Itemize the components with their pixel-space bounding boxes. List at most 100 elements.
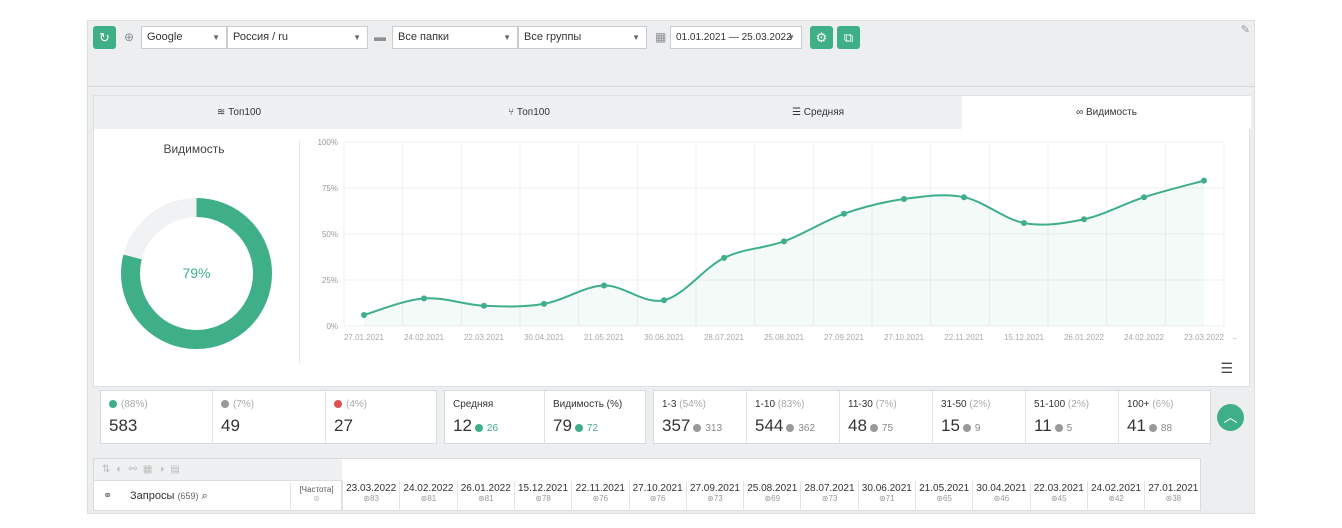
- date-column-header[interactable]: 25.08.2021 ⊛69: [743, 481, 800, 511]
- search-engine-select[interactable]: Google ▼: [141, 26, 227, 49]
- x-tick-label: 27.10.2021: [884, 333, 925, 342]
- column-visibility: ⊛83: [343, 494, 399, 503]
- y-tick-label: 0%: [326, 322, 338, 331]
- range-label: 51-100: [1034, 399, 1066, 410]
- globe-icon: ⊛: [879, 494, 886, 503]
- date-column-header[interactable]: 22.11.2021 ⊛76: [571, 481, 628, 511]
- stat-value: 79: [553, 416, 572, 435]
- calendar-icon: ▦: [655, 30, 667, 44]
- column-date: 24.02.2021: [1091, 483, 1142, 494]
- pin-icon[interactable]: ✎: [1240, 24, 1250, 36]
- x-tick-label: 27.09.2021: [824, 333, 865, 342]
- tab-label: Видимость: [1086, 107, 1137, 118]
- date-column-header[interactable]: 27.01.2021 ⊛38: [1144, 481, 1201, 511]
- column-visibility: ⊛45: [1031, 494, 1087, 503]
- tab-average[interactable]: ☰ Средняя: [674, 96, 962, 129]
- share-icon: ⑂: [508, 107, 517, 118]
- refresh-icon: ↻: [99, 30, 110, 45]
- date-column-header[interactable]: 26.01.2022 ⊛81: [456, 481, 514, 511]
- date-column-header[interactable]: 24.02.2021 ⊛42: [1086, 481, 1144, 511]
- date-column-header[interactable]: 15.12.2021 ⊛78: [513, 481, 571, 511]
- chevron-down-icon: ▼: [353, 33, 361, 42]
- link-icon[interactable]: ⚭: [103, 490, 113, 502]
- column-visibility-value: 46: [1000, 494, 1010, 503]
- contrast-icon[interactable]: ◑: [158, 464, 171, 475]
- visibility-donut: 79%: [121, 198, 272, 349]
- stat-range: 31-50 (2%) 15 9: [933, 391, 1026, 443]
- stat-delta: 72: [586, 423, 599, 434]
- stat-range: 100+ (6%) 41 88: [1119, 391, 1210, 443]
- arrow-up-icon: [962, 424, 971, 432]
- divider: [299, 140, 300, 364]
- column-visibility: ⊛42: [1088, 494, 1144, 503]
- column-visibility: ⊛76: [630, 494, 686, 503]
- date-column-header[interactable]: 30.06.2021 ⊛71: [857, 481, 915, 511]
- data-point: [541, 300, 547, 307]
- region-select[interactable]: Россия / ru ▼: [227, 26, 368, 49]
- stat-visibility: Видимость (%) 79 72: [545, 391, 645, 443]
- date-column-header[interactable]: 22.03.2021 ⊛45: [1029, 481, 1087, 511]
- tab-top100-dynamics[interactable]: ⑂ Топ100: [384, 96, 674, 129]
- search-icon[interactable]: ⌕: [201, 490, 208, 502]
- date-column-header[interactable]: 30.04.2021 ⊛46: [972, 481, 1029, 511]
- chevron-down-icon: ▼: [212, 33, 220, 42]
- column-date: 22.11.2021: [575, 483, 625, 494]
- series-area: [364, 180, 1204, 326]
- frequency-header[interactable]: [Частота] ⊛: [290, 483, 342, 511]
- queries-header[interactable]: Запросы (659) ⌕: [130, 490, 208, 503]
- arrow-up-icon: [1148, 424, 1157, 432]
- tab-top100[interactable]: ≋ Топ100: [94, 96, 384, 129]
- link-icon[interactable]: ⚯: [128, 464, 143, 475]
- data-point: [361, 311, 367, 318]
- date-column-header[interactable]: 27.10.2021 ⊛76: [628, 481, 686, 511]
- refresh-button[interactable]: ↻: [93, 26, 116, 49]
- chart-icon[interactable]: ▤: [170, 464, 186, 475]
- column-visibility: ⊛46: [973, 494, 1029, 503]
- date-range-select[interactable]: 01.01.2021 — 25.03.2022 ▼: [670, 26, 802, 49]
- date-column-header[interactable]: 21.05.2021 ⊛65: [915, 481, 972, 511]
- stat-range: 1-3 (54%) 357 313: [654, 391, 747, 443]
- scroll-up-button[interactable]: ︿: [1217, 404, 1244, 431]
- settings-button[interactable]: ⚙: [810, 26, 833, 49]
- y-tick-label: 25%: [322, 276, 338, 285]
- range-pct: (83%): [777, 399, 805, 410]
- tab-visibility[interactable]: ∞ Видимость: [962, 96, 1251, 129]
- range-value: 544: [755, 416, 784, 435]
- date-column-header[interactable]: 27.09.2021 ⊛73: [685, 481, 743, 511]
- grid-icon[interactable]: ▦: [142, 464, 159, 475]
- data-point: [1201, 177, 1207, 184]
- range-pct: (2%): [1067, 399, 1090, 410]
- arrow-up-icon: [109, 400, 117, 408]
- x-tick-label: 22.11.2021: [944, 333, 984, 342]
- range-value: 357: [662, 416, 691, 435]
- toggle-icon[interactable]: ◐: [116, 464, 129, 475]
- date-column-header[interactable]: 23.03.2022 ⊛83: [342, 481, 399, 511]
- column-date: 21.05.2021: [919, 483, 970, 494]
- date-column-header[interactable]: 24.02.2022 ⊛81: [399, 481, 456, 511]
- tab-label: Средняя: [803, 107, 845, 118]
- column-date: 15.12.2021: [518, 483, 569, 494]
- column-date: 26.01.2022: [460, 483, 511, 494]
- column-date: 23.03.2022: [346, 483, 397, 494]
- folders-select[interactable]: Все папки ▼: [392, 26, 518, 49]
- chevron-down-icon: ▼: [632, 33, 640, 42]
- range-value: 41: [1127, 416, 1146, 435]
- range-label: 11-30: [848, 399, 873, 410]
- groups-select[interactable]: Все группы ▼: [518, 26, 647, 49]
- data-point: [781, 238, 787, 245]
- table-tools: ⇅◐⚯▦◑▤: [94, 459, 342, 481]
- column-date: 25.08.2021: [747, 483, 798, 494]
- x-tick-label: 24.02.2022: [1124, 333, 1165, 342]
- stat-average: Средняя 12 26: [445, 391, 545, 443]
- arrow-up-icon: [786, 424, 795, 432]
- table-header-left: ⚭ Запросы (659) ⌕ [Частота] ⊛: [94, 481, 342, 511]
- export-button[interactable]: ⧉: [837, 26, 860, 49]
- sort-icon[interactable]: ⇅: [102, 464, 117, 475]
- menu-icon[interactable]: ☰: [1220, 360, 1233, 376]
- region-value: Россия / ru: [233, 31, 289, 43]
- column-date: 30.04.2021: [976, 483, 1027, 494]
- x-tick-label: 30.04.2021: [524, 333, 565, 342]
- column-visibility-value: 65: [943, 494, 952, 503]
- date-column-header[interactable]: 28.07.2021 ⊛73: [800, 481, 857, 511]
- visibility-chart: 0% 25% 50% 75% 100% 27.01.2021 24.02.2021 22.03…: [318, 138, 1238, 342]
